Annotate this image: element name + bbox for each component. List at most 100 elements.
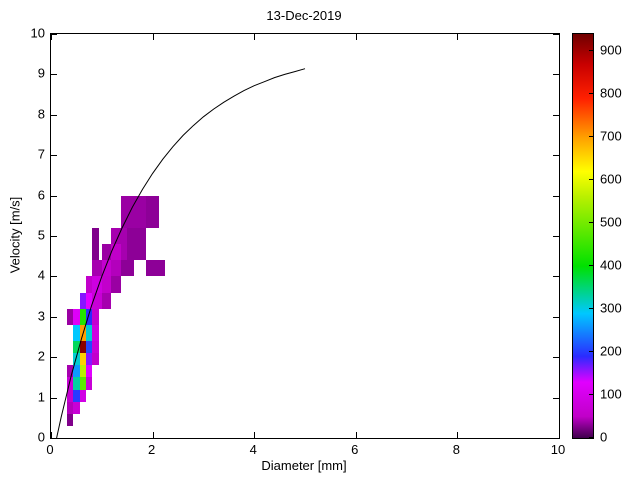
heatmap-cell (146, 195, 159, 228)
colorbar-tick-label: 700 (600, 128, 622, 144)
heatmap-cell (79, 365, 86, 378)
tick-mark (51, 155, 57, 157)
tick-mark (559, 34, 560, 40)
heatmap-cell (73, 341, 80, 354)
heatmap-cell (85, 377, 93, 390)
tick-mark (254, 34, 256, 40)
y-tick-label: 2 (37, 348, 45, 364)
heatmap-cell (85, 292, 93, 309)
heatmap-cell (101, 276, 112, 293)
tick-mark (553, 276, 559, 278)
tick-mark (152, 34, 154, 40)
colorbar-tick-label: 200 (600, 343, 622, 359)
colorbar-tick-mark (589, 351, 593, 353)
colorbar-tick-mark (589, 394, 593, 396)
y-tick-label: 8 (37, 106, 45, 122)
heatmap-cell (127, 227, 147, 261)
x-tick-label: 10 (550, 442, 566, 457)
heatmap-cell (79, 353, 86, 366)
tick-mark (51, 357, 57, 359)
heatmap-cell (85, 308, 93, 325)
colorbar-tick-label: 300 (600, 300, 622, 316)
chart-title: 13-Dec-2019 (266, 8, 342, 23)
y-tick-label: 7 (37, 146, 45, 162)
x-tick-label: 6 (351, 442, 359, 457)
y-tick-label: 6 (37, 187, 45, 203)
colorbar-tick-mark (589, 437, 593, 438)
colorbar-gradient (573, 34, 593, 438)
heatmap-cell (66, 308, 74, 325)
tick-mark (51, 397, 57, 399)
tick-mark (51, 34, 52, 40)
heatmap-cell (85, 365, 93, 378)
tick-mark (553, 397, 559, 399)
heatmap-cell (101, 260, 112, 277)
y-tick-label: 10 (30, 25, 45, 41)
tick-mark (51, 195, 57, 197)
tick-mark (553, 34, 559, 35)
colorbar-tick-mark (589, 50, 593, 52)
heatmap-cell (73, 389, 80, 402)
tick-mark (51, 432, 52, 438)
tick-mark (553, 316, 559, 318)
colorbar-tick-label: 600 (600, 171, 622, 187)
heatmap-cell (111, 244, 121, 261)
heatmap-cell (79, 389, 86, 402)
tick-mark (51, 236, 57, 237)
tick-mark (457, 432, 459, 438)
tick-mark (51, 74, 57, 76)
colorbar-tick-label: 100 (600, 386, 622, 402)
tick-mark (553, 155, 559, 157)
tick-mark (51, 438, 57, 439)
tick-mark (152, 432, 154, 438)
colorbar-tick-mark (589, 308, 593, 310)
heatmap-cell (92, 276, 102, 293)
tick-mark (553, 438, 559, 439)
heatmap-cell (111, 260, 121, 277)
x-tick-label: 0 (46, 442, 54, 457)
y-tick-label: 5 (37, 227, 45, 243)
heatmap-cell (92, 308, 99, 325)
tick-mark (457, 34, 459, 40)
tick-mark (355, 432, 357, 438)
colorbar-tick-mark (589, 222, 593, 224)
heatmap-cell (66, 389, 74, 402)
heatmap-cell (101, 244, 112, 261)
plot-area (50, 33, 560, 439)
tick-mark (553, 195, 559, 197)
heatmap-cell (79, 341, 86, 354)
colorbar-tick-mark (589, 265, 593, 267)
heatmap-cell (92, 341, 99, 354)
tick-mark (254, 432, 256, 438)
heatmap-cell (73, 401, 80, 414)
y-tick-label: 1 (37, 389, 45, 405)
heatmap-cell (92, 353, 99, 366)
heatmap-cell (92, 292, 102, 309)
heatmap-cell (85, 276, 93, 293)
tick-mark (51, 276, 57, 278)
heatmap-cell (66, 413, 74, 426)
y-axis-label: Velocity [m/s] (7, 196, 23, 274)
y-tick-label: 3 (37, 308, 45, 324)
colorbar-tick-mark (589, 179, 593, 181)
heatmap-cell (79, 308, 86, 325)
heatmap-cell (79, 377, 86, 390)
tick-mark (553, 114, 559, 116)
tick-mark (355, 34, 357, 40)
heatmap-cell (73, 308, 80, 325)
heatmap-cell (66, 401, 74, 414)
heatmap-cell (79, 292, 86, 309)
tick-mark (553, 357, 559, 359)
y-tick-label: 9 (37, 65, 45, 81)
x-axis-label: Diameter [mm] (261, 458, 347, 473)
heatmap-cell (85, 324, 93, 342)
terminal-velocity-curve (56, 68, 306, 439)
colorbar-tick-mark (589, 93, 593, 95)
heatmap-cell (73, 365, 80, 378)
heatmap-cell (66, 365, 74, 378)
x-tick-label: 4 (249, 442, 257, 457)
colorbar-tick-mark (589, 136, 593, 138)
x-tick-label: 2 (147, 442, 156, 457)
tick-mark (553, 236, 559, 237)
